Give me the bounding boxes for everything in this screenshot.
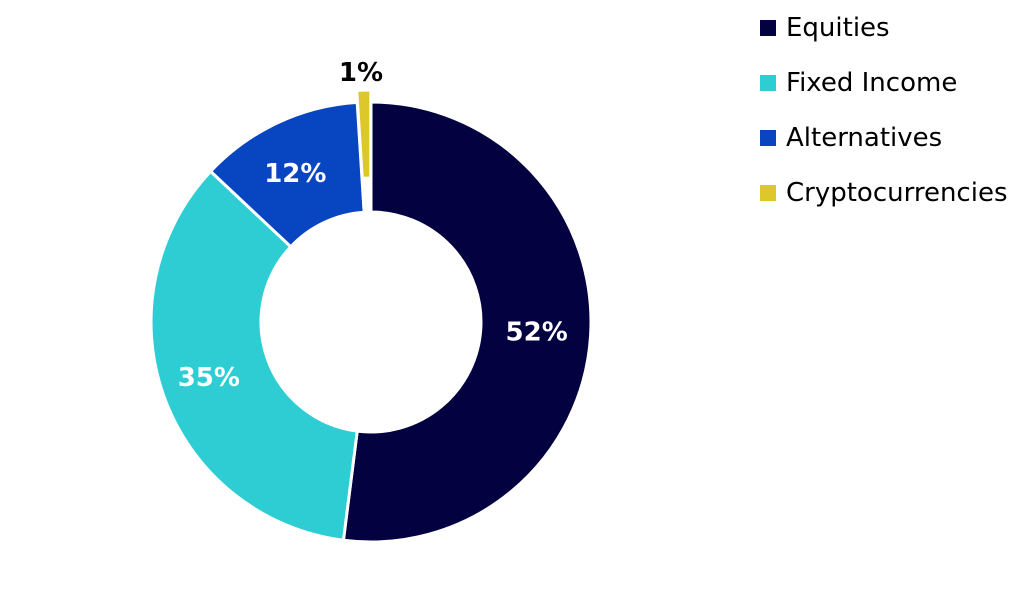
- donut-slices: [149, 88, 593, 544]
- legend-label-fixed-income: Fixed Income: [786, 68, 957, 98]
- legend-swatch-alternatives: [760, 130, 776, 146]
- legend-label-cryptocurrencies: Cryptocurrencies: [786, 178, 1008, 208]
- data-labels: 52% 35% 12% 1%: [178, 58, 568, 393]
- data-label-equities: 52%: [506, 317, 568, 347]
- legend-item-cryptocurrencies: Cryptocurrencies: [760, 178, 1008, 208]
- slice-fixed-income: [149, 169, 359, 542]
- data-label-cryptocurrencies: 1%: [339, 58, 383, 88]
- legend-item-equities: Equities: [760, 13, 890, 43]
- data-label-alternatives: 12%: [264, 159, 326, 189]
- legend: Equities Fixed Income Alternatives Cryptocu…: [760, 13, 1008, 208]
- data-label-fixed-income: 35%: [178, 363, 240, 393]
- legend-label-alternatives: Alternatives: [786, 123, 942, 153]
- legend-swatch-fixed-income: [760, 75, 776, 91]
- slice-cryptocurrencies: [355, 88, 373, 180]
- legend-label-equities: Equities: [786, 13, 890, 43]
- slice-equities: [341, 100, 593, 544]
- legend-item-alternatives: Alternatives: [760, 123, 942, 153]
- legend-item-fixed-income: Fixed Income: [760, 68, 957, 98]
- legend-swatch-cryptocurrencies: [760, 185, 776, 201]
- legend-swatch-equities: [760, 20, 776, 36]
